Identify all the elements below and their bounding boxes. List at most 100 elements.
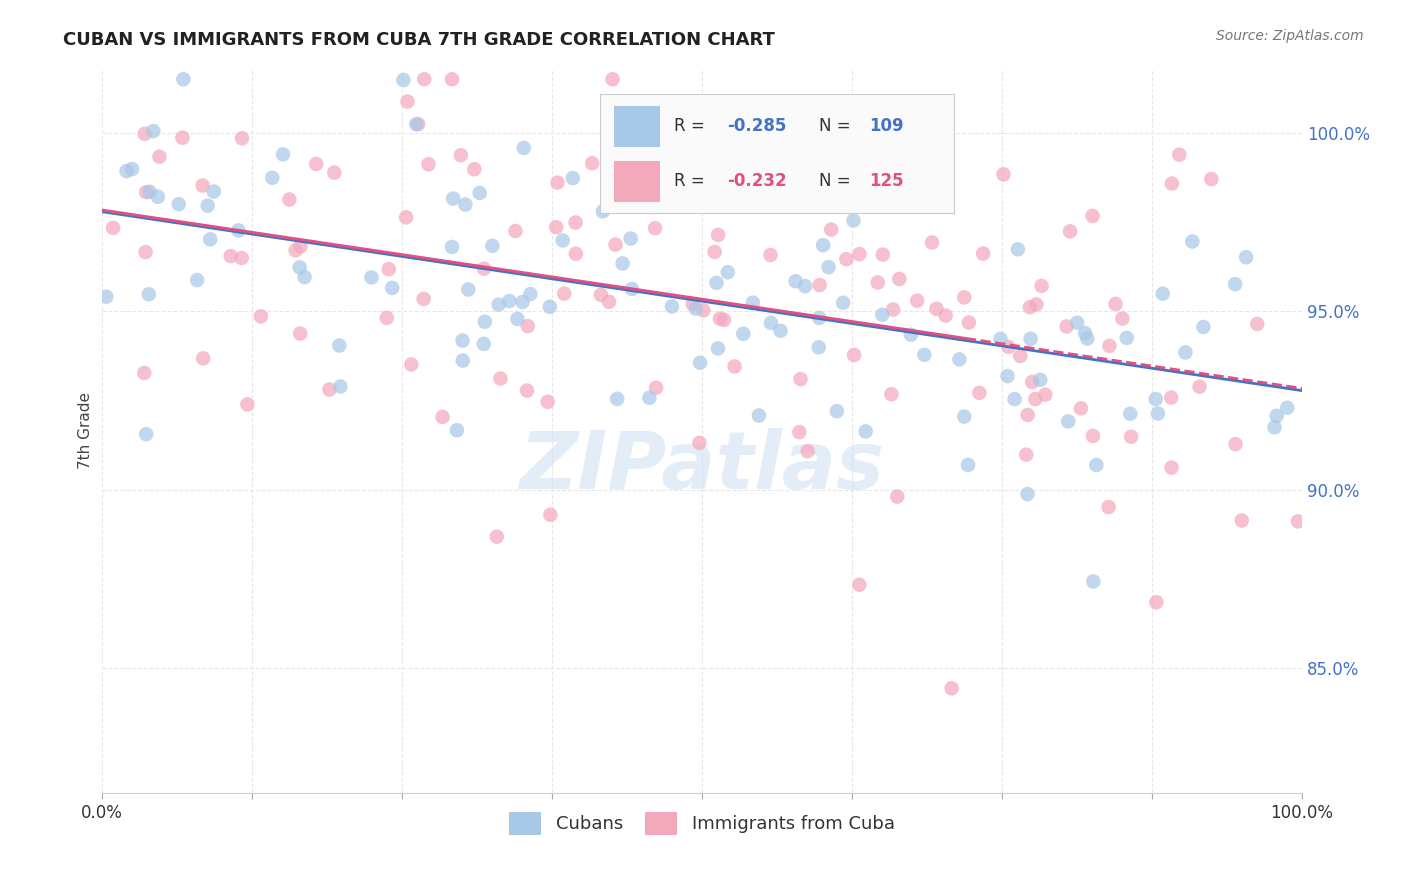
Legend: Cubans, Immigrants from Cuba: Cubans, Immigrants from Cuba [509, 812, 894, 835]
Point [1033, 388, 1056, 402]
Point [661, 300, 683, 314]
Point [135, 185, 157, 199]
Point [581, 156, 603, 170]
Point [713, 313, 735, 327]
Point [1004, 392, 1026, 407]
Point [202, 185, 225, 199]
Point [1286, 515, 1309, 529]
Point [454, 197, 477, 211]
Point [842, 348, 865, 362]
Point [644, 221, 666, 235]
Point [1015, 448, 1038, 462]
Point [688, 435, 710, 450]
Point [564, 215, 586, 229]
Point [457, 283, 479, 297]
Point [519, 287, 541, 301]
Point [197, 199, 219, 213]
Point [561, 171, 583, 186]
Point [1188, 380, 1211, 394]
Point [997, 340, 1019, 354]
Point [250, 310, 273, 324]
Point [789, 372, 811, 386]
Point [1144, 392, 1167, 406]
Point [598, 294, 620, 309]
Point [231, 251, 253, 265]
Point [1160, 460, 1182, 475]
Point [167, 197, 190, 211]
Point [193, 351, 215, 366]
Point [759, 316, 782, 330]
Text: CUBAN VS IMMIGRANTS FROM CUBA 7TH GRADE CORRELATION CHART: CUBAN VS IMMIGRANTS FROM CUBA 7TH GRADE … [63, 31, 775, 49]
Point [101, 220, 124, 235]
Point [1230, 514, 1253, 528]
Point [848, 578, 870, 592]
Point [135, 245, 157, 260]
Point [1263, 420, 1285, 434]
Point [288, 260, 311, 275]
Text: ZIPatlas: ZIPatlas [519, 428, 884, 506]
Point [172, 72, 194, 87]
Point [375, 310, 398, 325]
Point [148, 150, 170, 164]
Point [378, 262, 401, 277]
Point [592, 204, 614, 219]
Point [446, 423, 468, 437]
Point [1025, 297, 1047, 311]
Point [395, 211, 418, 225]
Point [537, 394, 560, 409]
Point [451, 334, 474, 348]
Point [231, 131, 253, 145]
Point [505, 224, 527, 238]
Point [538, 300, 561, 314]
Point [759, 153, 782, 168]
Point [993, 167, 1015, 181]
Point [882, 302, 904, 317]
Point [1223, 277, 1246, 292]
Point [886, 490, 908, 504]
Point [328, 338, 350, 352]
Point [1031, 278, 1053, 293]
Point [228, 223, 250, 237]
Point [796, 444, 818, 458]
Point [589, 288, 612, 302]
Point [1104, 297, 1126, 311]
Point [1083, 574, 1105, 589]
Point [440, 240, 463, 254]
Point [172, 130, 194, 145]
Point [305, 157, 328, 171]
Point [138, 185, 160, 199]
Point [717, 265, 740, 279]
Point [905, 293, 928, 308]
Point [1085, 458, 1108, 472]
Point [769, 324, 792, 338]
Y-axis label: 7th Grade: 7th Grade [79, 392, 93, 469]
Point [396, 95, 419, 109]
Point [707, 227, 730, 242]
Point [807, 340, 830, 354]
Point [115, 164, 138, 178]
Point [294, 270, 316, 285]
Point [1056, 319, 1078, 334]
Point [1098, 339, 1121, 353]
Point [142, 124, 165, 138]
Point [121, 162, 143, 177]
Point [1029, 373, 1052, 387]
Point [468, 186, 491, 200]
Point [360, 270, 382, 285]
Point [900, 327, 922, 342]
Point [1019, 332, 1042, 346]
Point [1017, 487, 1039, 501]
Point [546, 220, 568, 235]
Point [1074, 326, 1097, 340]
Point [1115, 331, 1137, 345]
Point [668, 189, 690, 203]
Point [759, 248, 782, 262]
Point [848, 247, 870, 261]
Point [278, 193, 301, 207]
Point [318, 383, 340, 397]
Point [643, 200, 665, 214]
Point [1246, 317, 1268, 331]
Point [638, 391, 661, 405]
Point [1234, 250, 1257, 264]
Point [709, 311, 731, 326]
